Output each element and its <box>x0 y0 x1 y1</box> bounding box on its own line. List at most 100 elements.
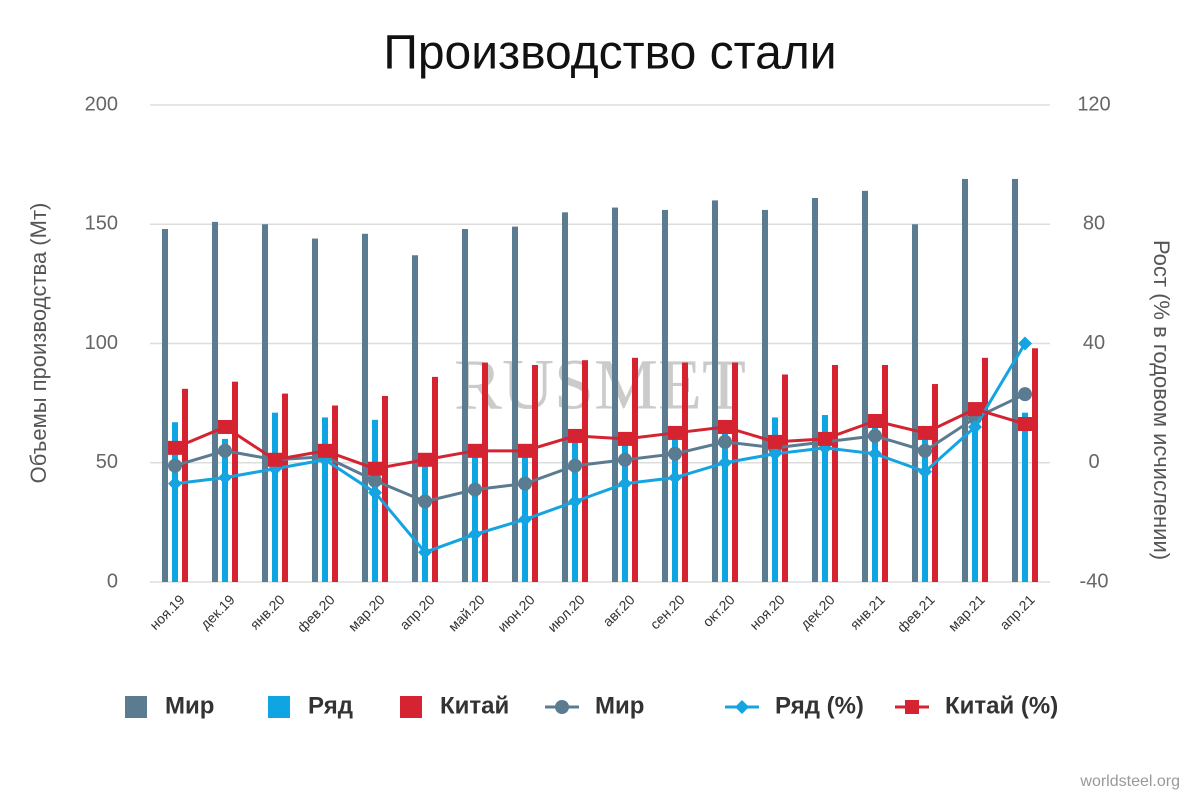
point <box>418 494 432 509</box>
y2-tick-label: 80 <box>1083 213 1105 235</box>
x-tick-label: апр.21 <box>996 591 1038 633</box>
bar <box>722 431 728 582</box>
bar <box>472 450 478 582</box>
bar <box>862 190 868 583</box>
point <box>218 470 232 485</box>
legend-label: Мир <box>165 692 214 719</box>
bar <box>912 224 918 582</box>
bar <box>682 362 688 582</box>
y2-tick-label: 40 <box>1083 332 1105 354</box>
point <box>868 428 882 443</box>
point <box>518 443 532 458</box>
bar <box>562 212 568 582</box>
x-tick-label: сен.20 <box>647 591 688 632</box>
x-tick-label: дек.20 <box>797 591 838 632</box>
point <box>568 458 582 473</box>
legend-item: Ряд (%) <box>725 692 864 719</box>
x-tick-label: ноя.19 <box>146 591 188 633</box>
bar <box>282 393 288 582</box>
point <box>518 476 532 491</box>
x-tick-label: мар.20 <box>345 591 388 634</box>
x-tick-label: авг.20 <box>599 591 637 629</box>
source: worldsteel.org <box>1079 773 1180 790</box>
point <box>718 419 732 434</box>
point <box>168 476 182 491</box>
bar <box>662 209 668 582</box>
legend-item: Китай (%) <box>895 692 1058 719</box>
point <box>1018 336 1032 351</box>
x-tick-label: июл.20 <box>544 591 588 635</box>
bar <box>482 362 488 582</box>
point <box>818 431 832 446</box>
bar <box>762 209 768 582</box>
x-tick-label: фев.21 <box>894 591 938 635</box>
y-axis-label: Объемы производства (Мт) <box>26 203 51 484</box>
bar <box>782 374 788 582</box>
point <box>668 446 682 461</box>
point <box>1018 416 1032 431</box>
y-tick-label: 150 <box>85 213 118 235</box>
bar <box>832 364 838 582</box>
legend-label: Ряд <box>308 692 353 719</box>
x-tick-label: фев.20 <box>294 591 338 635</box>
bar <box>322 417 328 582</box>
legend-label: Мир <box>595 692 644 719</box>
bar <box>512 226 518 582</box>
point <box>618 452 632 467</box>
legend-swatch <box>125 696 147 718</box>
x-tick-label: янв.20 <box>247 591 288 632</box>
line <box>174 392 1026 504</box>
bar <box>572 438 578 582</box>
x-tick-label: дек.19 <box>197 591 238 632</box>
point <box>918 443 932 458</box>
bar <box>1022 412 1028 582</box>
point <box>718 434 732 449</box>
bar <box>412 255 418 582</box>
bar <box>182 388 188 582</box>
bar <box>462 229 468 582</box>
bar <box>212 221 218 583</box>
bar <box>262 224 268 582</box>
point <box>618 431 632 446</box>
bar <box>922 438 928 582</box>
bar <box>772 417 778 582</box>
bar <box>422 462 428 582</box>
bar <box>1032 348 1038 582</box>
bar <box>972 403 978 582</box>
bar <box>582 360 588 582</box>
point <box>568 494 582 509</box>
x-tick-label: ноя.20 <box>746 591 788 633</box>
point <box>368 473 382 488</box>
point <box>418 545 432 560</box>
bar <box>622 438 628 582</box>
y-tick-label: 50 <box>96 451 118 473</box>
bar <box>962 178 968 582</box>
point <box>868 414 882 429</box>
point <box>668 425 682 440</box>
y-tick-label: 200 <box>85 93 118 115</box>
bar <box>872 426 878 582</box>
bar <box>172 422 178 582</box>
legend-label: Китай (%) <box>945 692 1058 719</box>
point <box>968 419 982 434</box>
bar <box>372 419 378 582</box>
legend-label: Китай <box>440 692 509 719</box>
bar <box>382 395 388 582</box>
point <box>718 455 732 470</box>
point <box>468 443 482 458</box>
x-tick-label: окт.20 <box>699 591 738 630</box>
bar <box>162 229 168 582</box>
bar <box>672 434 678 582</box>
bar <box>932 384 938 582</box>
legend-swatch <box>268 696 290 718</box>
legend-label: Ряд (%) <box>775 692 864 719</box>
point <box>918 425 932 440</box>
legend-marker <box>905 700 919 714</box>
legend-marker <box>555 700 569 714</box>
point <box>968 402 982 417</box>
point <box>768 446 782 461</box>
legend-item: Мир <box>125 692 214 719</box>
point <box>1018 387 1032 402</box>
bar <box>712 200 718 582</box>
